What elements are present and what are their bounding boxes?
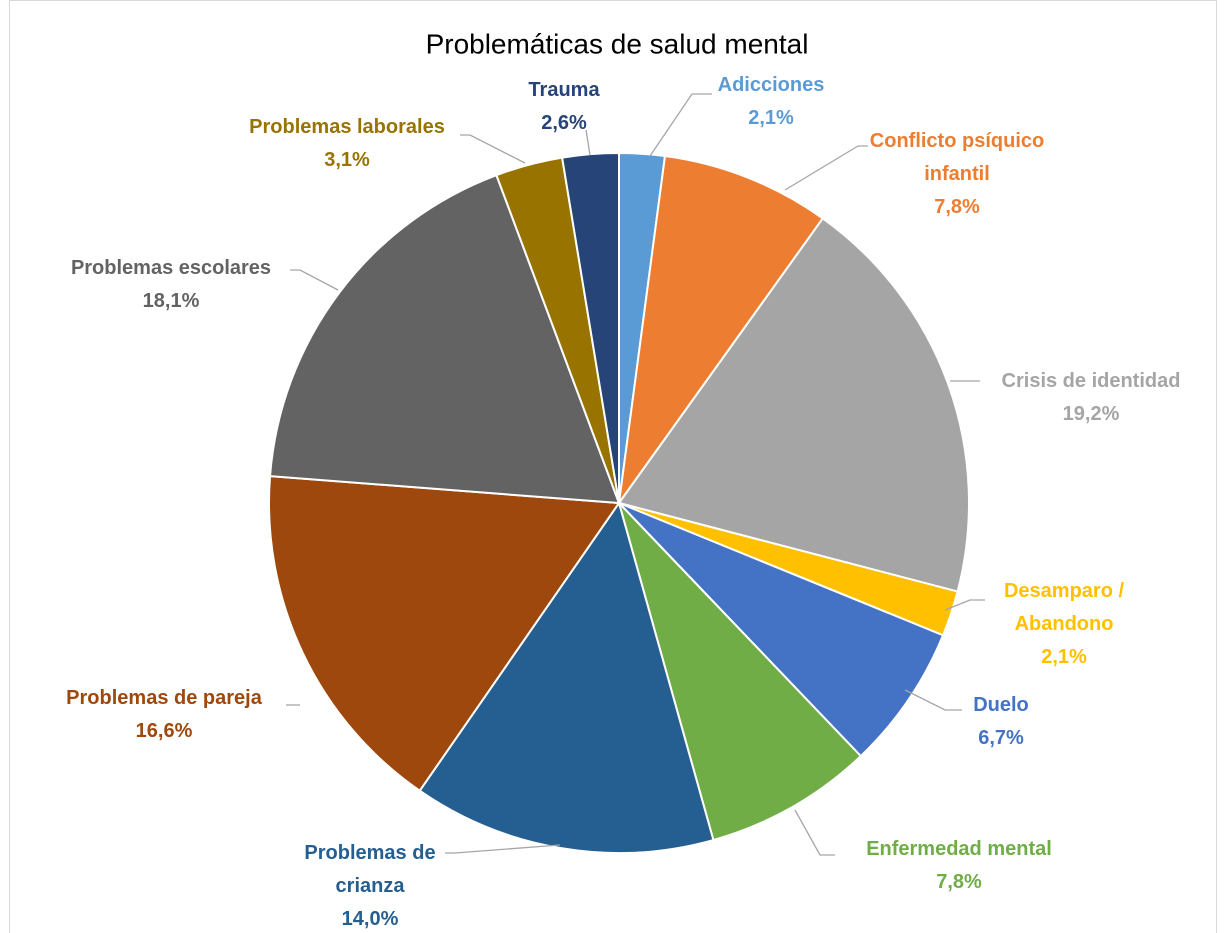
- leader-line: [784, 145, 868, 191]
- value-label: 7,8%: [936, 871, 982, 893]
- leader-line: [290, 269, 339, 291]
- data-label: Enfermedad mental 7,8%: [829, 833, 1089, 899]
- data-label: Crisis de identidad 19,2%: [971, 365, 1211, 431]
- data-label: Problemas laborales 3,1%: [217, 111, 477, 177]
- pie-slice: [268, 475, 621, 793]
- value-label: 16,6%: [135, 720, 193, 742]
- leader-line: [585, 129, 591, 156]
- value-label: 2,1%: [1041, 646, 1087, 668]
- pie-slice: [618, 502, 863, 842]
- leader-line: [649, 93, 712, 157]
- data-label: Conflicto psíquico infantil 7,8%: [842, 125, 1072, 224]
- data-label: Trauma 2,6%: [494, 74, 634, 140]
- category-label: Enfermedad mental: [866, 838, 1052, 860]
- category-label: Problemas de pareja: [66, 687, 262, 709]
- leader-line: [794, 809, 835, 856]
- category-label: Problemas de crianza: [304, 842, 436, 897]
- pie-slice: [618, 502, 945, 758]
- data-label: Problemas de pareja 16,6%: [24, 682, 304, 748]
- data-label: Problemas de crianza 14,0%: [285, 837, 455, 933]
- value-label: 2,6%: [541, 112, 587, 134]
- leader-line: [944, 599, 985, 611]
- leader-line: [445, 844, 561, 854]
- category-label: Duelo: [973, 694, 1029, 716]
- value-label: 7,8%: [934, 196, 980, 218]
- value-label: 6,7%: [978, 727, 1024, 749]
- category-label: Trauma: [528, 79, 600, 101]
- value-label: 18,1%: [142, 290, 200, 312]
- pie-slice: [268, 173, 621, 505]
- leader-line: [904, 689, 962, 711]
- category-label: Conflicto psíquico infantil: [869, 130, 1045, 185]
- data-label: Desamparo / Abandono 2,1%: [989, 575, 1139, 674]
- category-label: Problemas escolares: [70, 257, 272, 279]
- category-label: Problemas laborales: [249, 116, 445, 138]
- value-label: 3,1%: [324, 149, 370, 171]
- value-label: 19,2%: [1062, 403, 1120, 425]
- data-label: Duelo 6,7%: [941, 689, 1061, 755]
- data-label: Problemas escolares 18,1%: [31, 252, 311, 318]
- leader-line: [460, 134, 526, 164]
- data-label: Adicciones 2,1%: [671, 69, 871, 135]
- value-label: 14,0%: [341, 908, 399, 930]
- value-label: 2,1%: [748, 107, 794, 129]
- pie-slice: [418, 500, 715, 854]
- chart-title: Problemáticas de salud mental: [426, 28, 809, 59]
- category-label: Adicciones: [717, 74, 825, 96]
- category-label: Desamparo / Abandono: [1003, 580, 1125, 635]
- category-label: Crisis de identidad: [1001, 370, 1181, 392]
- pie-slice: [617, 217, 970, 593]
- pie-slice: [618, 154, 825, 504]
